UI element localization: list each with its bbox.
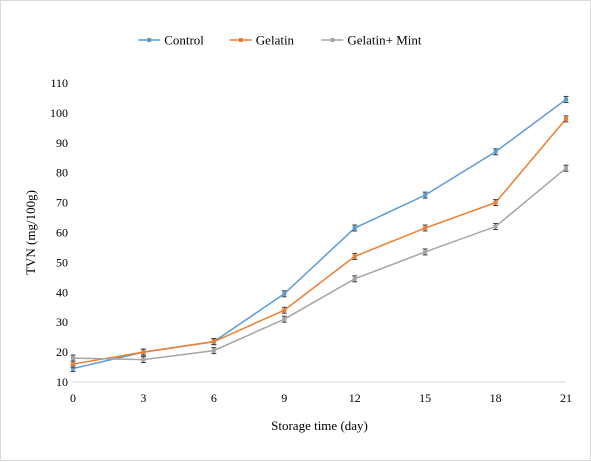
legend-item: Gelatin+ Mint [321,33,422,48]
series-group [70,164,569,364]
data-point [141,357,146,362]
x-tick-label: 12 [349,391,361,405]
series-line [72,98,567,370]
data-point [71,356,75,361]
y-tick-label: 30 [56,315,68,329]
data-point [564,97,568,102]
y-tick-label: 80 [56,166,68,180]
y-axis-ticks: 10 20 30 40 50 60 70 80 90 100 110 [50,76,68,389]
data-point [493,224,498,229]
y-tick-label: 40 [56,285,68,299]
legend-label: Control [164,33,204,48]
x-axis-title: Storage time (day) [271,418,368,433]
data-point [282,308,287,313]
data-point [352,254,357,259]
data-point [493,200,498,205]
legend-swatch-marker [147,38,152,42]
data-point [564,116,568,121]
y-tick-label: 10 [56,375,68,389]
data-point [282,291,287,296]
legend-item: Gelatin [229,33,295,48]
y-tick-label: 90 [56,136,68,150]
series-line [72,118,567,365]
series-line [72,167,567,361]
data-point [71,366,75,371]
data-point [211,339,216,344]
legend-swatch-marker [330,38,335,42]
data-point [352,226,357,231]
x-tick-label: 15 [419,391,431,405]
legend: Control Gelatin Gelatin+ Mint [138,33,422,48]
x-tick-label: 6 [211,391,217,405]
data-point [211,348,216,353]
data-point [423,226,428,231]
x-tick-label: 18 [490,391,502,405]
y-tick-label: 100 [50,106,68,120]
legend-label: Gelatin+ Mint [347,33,422,48]
legend-item: Control [138,33,204,48]
data-point [282,317,287,322]
y-tick-label: 20 [56,345,68,359]
x-axis-ticks: 0 3 6 9 12 15 18 21 [70,391,572,405]
y-tick-label: 50 [56,255,68,269]
data-point [352,276,357,281]
y-tick-label: 110 [50,76,68,90]
series-group [70,115,569,368]
data-point [493,149,498,154]
data-point [141,350,146,355]
y-tick-label: 60 [56,226,68,240]
x-tick-label: 3 [140,391,146,405]
data-point [564,166,568,171]
data-point [423,249,428,254]
legend-label: Gelatin [256,33,295,48]
y-axis-title: TVN (mg/100g) [23,190,38,275]
x-tick-label: 21 [560,391,572,405]
series-layer [70,95,569,373]
legend-swatch-marker [238,38,243,42]
x-tick-label: 9 [281,391,287,405]
x-tick-label: 0 [70,391,76,405]
data-point [71,362,75,367]
series-group [70,95,569,373]
y-tick-label: 70 [56,196,68,210]
data-point [423,193,428,198]
